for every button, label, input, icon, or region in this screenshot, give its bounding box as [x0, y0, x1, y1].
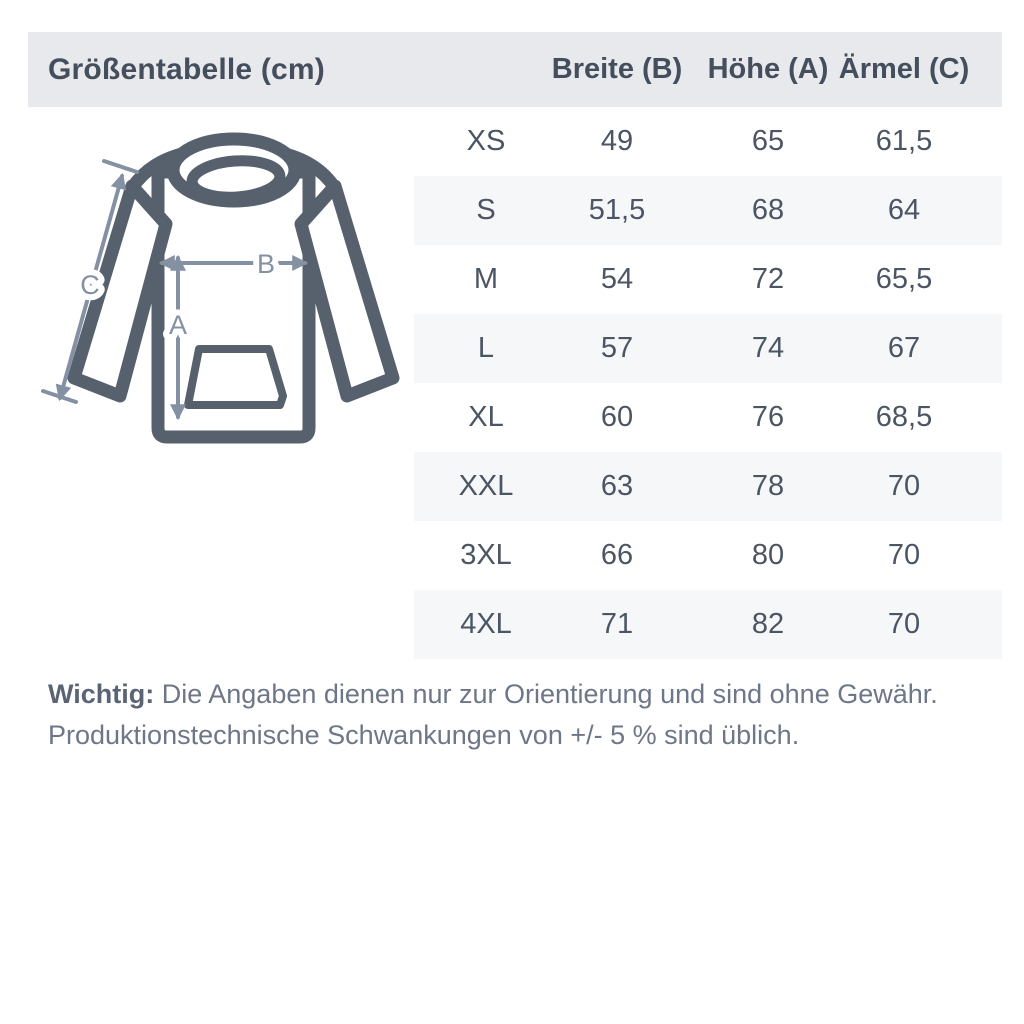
aermel-value: 70 [887, 608, 921, 640]
label-b: B [257, 249, 275, 279]
hoehe-value: 68 [751, 194, 785, 226]
hoodie-right-sleeve [294, 179, 400, 403]
table-row: XXL 63 78 70 [414, 452, 1002, 521]
breite-value: 51,5 [588, 194, 646, 226]
label-a: A [169, 310, 187, 340]
size-label: XXL [458, 470, 514, 502]
aermel-value: 70 [887, 470, 921, 502]
aermel-value: 68,5 [875, 401, 933, 433]
measurement-arrows [41, 159, 309, 421]
hoehe-value: 65 [751, 125, 785, 157]
arrow-c-top-tick [102, 159, 139, 174]
breite-value: 60 [600, 401, 634, 433]
aermel-value: 65,5 [875, 263, 933, 295]
size-label: S [476, 194, 496, 226]
column-header-aermel: Ärmel (C) [838, 53, 970, 85]
breite-value: 49 [600, 125, 634, 157]
size-label: XL [468, 401, 504, 433]
hoodie-outline [67, 132, 400, 444]
hoehe-value: 78 [751, 470, 785, 502]
breite-value: 54 [600, 263, 634, 295]
hoodie-measurement-diagram: A B C [41, 132, 400, 444]
table-header-band: Größentabelle (cm) Breite (B) Höhe (A) Ä… [28, 32, 1002, 107]
size-label: 3XL [460, 539, 512, 571]
table-row: XS 49 65 61,5 [414, 107, 1002, 176]
aermel-value: 67 [887, 332, 921, 364]
disclaimer-line-1: Wichtig: Die Angaben dienen nur zur Orie… [48, 674, 978, 715]
hoehe-value: 82 [751, 608, 785, 640]
column-header-hoehe: Höhe (A) [707, 53, 829, 85]
disclaimer-bold-prefix: Wichtig: [48, 679, 155, 709]
page-title: Größentabelle (cm) [48, 52, 325, 86]
disclaimer-text-1: Die Angaben dienen nur zur Orientierung … [154, 679, 938, 709]
aermel-value: 64 [887, 194, 921, 226]
hoodie-hood-inner [186, 155, 286, 203]
size-label: XS [466, 125, 506, 157]
column-headers: Breite (B) Höhe (A) Ärmel (C) [414, 32, 1002, 107]
arrow-c [55, 172, 127, 402]
table-row: 4XL 71 82 70 [414, 590, 1002, 659]
disclaimer-note: Wichtig: Die Angaben dienen nur zur Orie… [48, 674, 978, 756]
hoehe-value: 72 [751, 263, 785, 295]
label-c: C [80, 270, 100, 300]
hoodie-pocket [184, 345, 287, 409]
disclaimer-line-2: Produktionstechnische Schwankungen von +… [48, 720, 800, 750]
size-label: L [477, 332, 495, 364]
table-row: XL 60 76 68,5 [414, 383, 1002, 452]
table-row: L 57 74 67 [414, 314, 1002, 383]
table-row: M 54 72 65,5 [414, 245, 1002, 314]
hoehe-value: 80 [751, 539, 785, 571]
table-row: S 51,5 68 64 [414, 176, 1002, 245]
arrow-c-bottom-tick [41, 389, 78, 404]
column-header-breite: Breite (B) [551, 53, 683, 85]
size-label: 4XL [460, 608, 512, 640]
size-column-header-spacer [414, 32, 558, 107]
hoehe-value: 74 [751, 332, 785, 364]
breite-value: 71 [600, 608, 634, 640]
breite-value: 66 [600, 539, 634, 571]
aermel-value: 61,5 [875, 125, 933, 157]
size-table: XS 49 65 61,5 S 51,5 68 64 M 54 72 65,5 … [414, 107, 1002, 659]
size-label: M [473, 263, 499, 295]
aermel-value: 70 [887, 539, 921, 571]
breite-value: 57 [600, 332, 634, 364]
breite-value: 63 [600, 470, 634, 502]
hoehe-value: 76 [751, 401, 785, 433]
table-row: 3XL 66 80 70 [414, 521, 1002, 590]
